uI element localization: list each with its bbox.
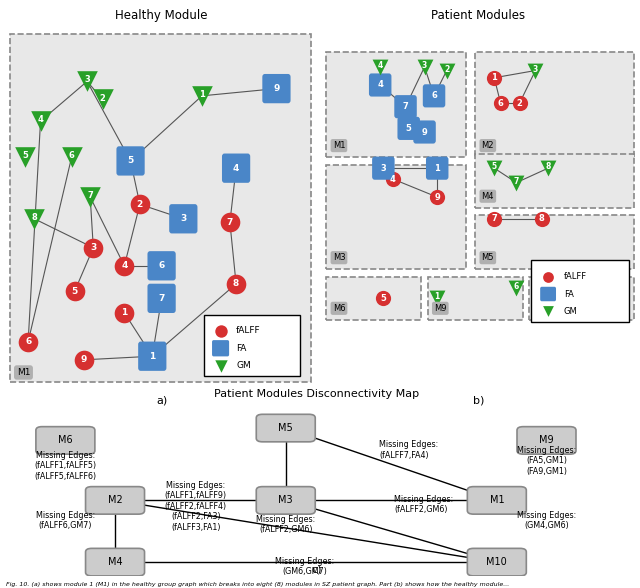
FancyBboxPatch shape — [529, 277, 634, 320]
Text: 2: 2 — [100, 93, 106, 102]
Text: 3: 3 — [532, 65, 538, 74]
Text: 9: 9 — [435, 193, 440, 202]
Point — [543, 272, 553, 282]
Text: 1: 1 — [121, 308, 127, 318]
FancyBboxPatch shape — [326, 277, 421, 320]
FancyBboxPatch shape — [86, 487, 145, 514]
Title: Healthy Module: Healthy Module — [115, 9, 208, 22]
Text: FA: FA — [564, 289, 574, 299]
Text: 4: 4 — [378, 61, 383, 70]
Text: 1: 1 — [199, 90, 205, 99]
Point — [216, 361, 226, 370]
Text: 4: 4 — [121, 261, 127, 270]
Point — [543, 163, 553, 173]
Text: 1: 1 — [492, 74, 497, 82]
Text: M6: M6 — [58, 435, 73, 446]
FancyBboxPatch shape — [413, 121, 436, 143]
Text: Missing Edges:
(GM6,GM7): Missing Edges: (GM6,GM7) — [275, 557, 334, 576]
Point — [511, 283, 522, 292]
FancyBboxPatch shape — [204, 315, 300, 376]
Text: Missing Edges:
(fALFF2,GM6): Missing Edges: (fALFF2,GM6) — [256, 514, 316, 534]
Text: M4: M4 — [108, 557, 122, 567]
Text: 5: 5 — [380, 294, 387, 303]
FancyBboxPatch shape — [256, 487, 316, 514]
FancyBboxPatch shape — [222, 153, 250, 183]
Point — [85, 192, 95, 202]
Text: 4: 4 — [233, 163, 239, 173]
Text: M10: M10 — [486, 557, 508, 567]
Text: 3: 3 — [381, 163, 386, 173]
FancyBboxPatch shape — [540, 287, 556, 301]
Point — [135, 200, 145, 209]
Point — [97, 95, 108, 104]
Text: 5: 5 — [72, 286, 78, 296]
Point — [82, 76, 92, 86]
FancyBboxPatch shape — [36, 427, 95, 454]
Text: M10: M10 — [536, 304, 553, 313]
Text: fALFF: fALFF — [236, 326, 260, 335]
FancyBboxPatch shape — [256, 415, 316, 442]
Text: 6: 6 — [159, 261, 164, 270]
Text: 5: 5 — [127, 156, 134, 165]
Text: 2: 2 — [516, 99, 522, 108]
Text: 3: 3 — [84, 75, 90, 85]
Text: M1: M1 — [17, 368, 30, 377]
FancyBboxPatch shape — [394, 95, 417, 118]
Text: M3: M3 — [278, 495, 293, 506]
FancyBboxPatch shape — [369, 74, 392, 96]
FancyBboxPatch shape — [428, 277, 523, 320]
FancyBboxPatch shape — [262, 74, 291, 103]
FancyBboxPatch shape — [467, 487, 526, 514]
Title: Patient Modules: Patient Modules — [431, 9, 525, 22]
Text: 7: 7 — [87, 191, 93, 200]
Text: 1: 1 — [435, 292, 440, 302]
Point — [378, 293, 388, 303]
Text: 6: 6 — [68, 151, 74, 161]
Point — [119, 261, 129, 270]
Point — [432, 192, 442, 202]
Point — [489, 163, 499, 173]
Text: 5: 5 — [406, 124, 412, 133]
Text: 1: 1 — [435, 163, 440, 173]
Point — [432, 293, 442, 303]
Text: 7: 7 — [514, 176, 519, 186]
Point — [216, 326, 226, 336]
Point — [375, 62, 385, 72]
Point — [543, 307, 553, 316]
Point — [29, 214, 40, 223]
Text: 4: 4 — [38, 115, 44, 124]
FancyBboxPatch shape — [476, 153, 634, 208]
FancyBboxPatch shape — [147, 251, 176, 280]
FancyBboxPatch shape — [517, 427, 576, 454]
Text: M9: M9 — [539, 435, 554, 446]
Text: M1: M1 — [490, 495, 504, 506]
Point — [70, 286, 80, 296]
FancyBboxPatch shape — [169, 204, 198, 233]
FancyBboxPatch shape — [326, 165, 466, 269]
Text: 8: 8 — [233, 279, 239, 288]
FancyBboxPatch shape — [116, 146, 145, 176]
Text: GM: GM — [564, 307, 578, 316]
Text: Missing Edges:
(fALFF1,fALFF5)
(fALFF5,fALFF6): Missing Edges: (fALFF1,fALFF5) (fALFF5,f… — [35, 451, 97, 481]
Text: Missing Edges:
(fALFF1,fALFF9)
(fALFF2,fALFF4)
(fALFF2,FA3)
(fALFF3,FA1): Missing Edges: (fALFF1,fALFF9) (fALFF2,f… — [164, 481, 227, 532]
Text: b): b) — [473, 396, 484, 406]
Text: 7: 7 — [492, 214, 497, 223]
Point — [442, 66, 452, 75]
Point — [495, 98, 506, 108]
Point — [119, 308, 129, 318]
Text: a): a) — [156, 396, 167, 406]
FancyBboxPatch shape — [86, 549, 145, 576]
Point — [515, 98, 525, 108]
Text: 4: 4 — [377, 81, 383, 89]
Text: Missing Edges:
(fALFF7,FA4): Missing Edges: (fALFF7,FA4) — [379, 440, 438, 460]
Text: 3: 3 — [180, 214, 186, 223]
Text: 7: 7 — [403, 102, 408, 111]
Point — [231, 279, 241, 289]
Text: M5: M5 — [481, 253, 494, 262]
FancyBboxPatch shape — [476, 52, 634, 158]
Text: M9: M9 — [434, 304, 447, 313]
Point — [35, 116, 45, 126]
Text: 6: 6 — [514, 282, 519, 290]
Text: 7: 7 — [227, 218, 233, 227]
FancyBboxPatch shape — [212, 340, 229, 356]
